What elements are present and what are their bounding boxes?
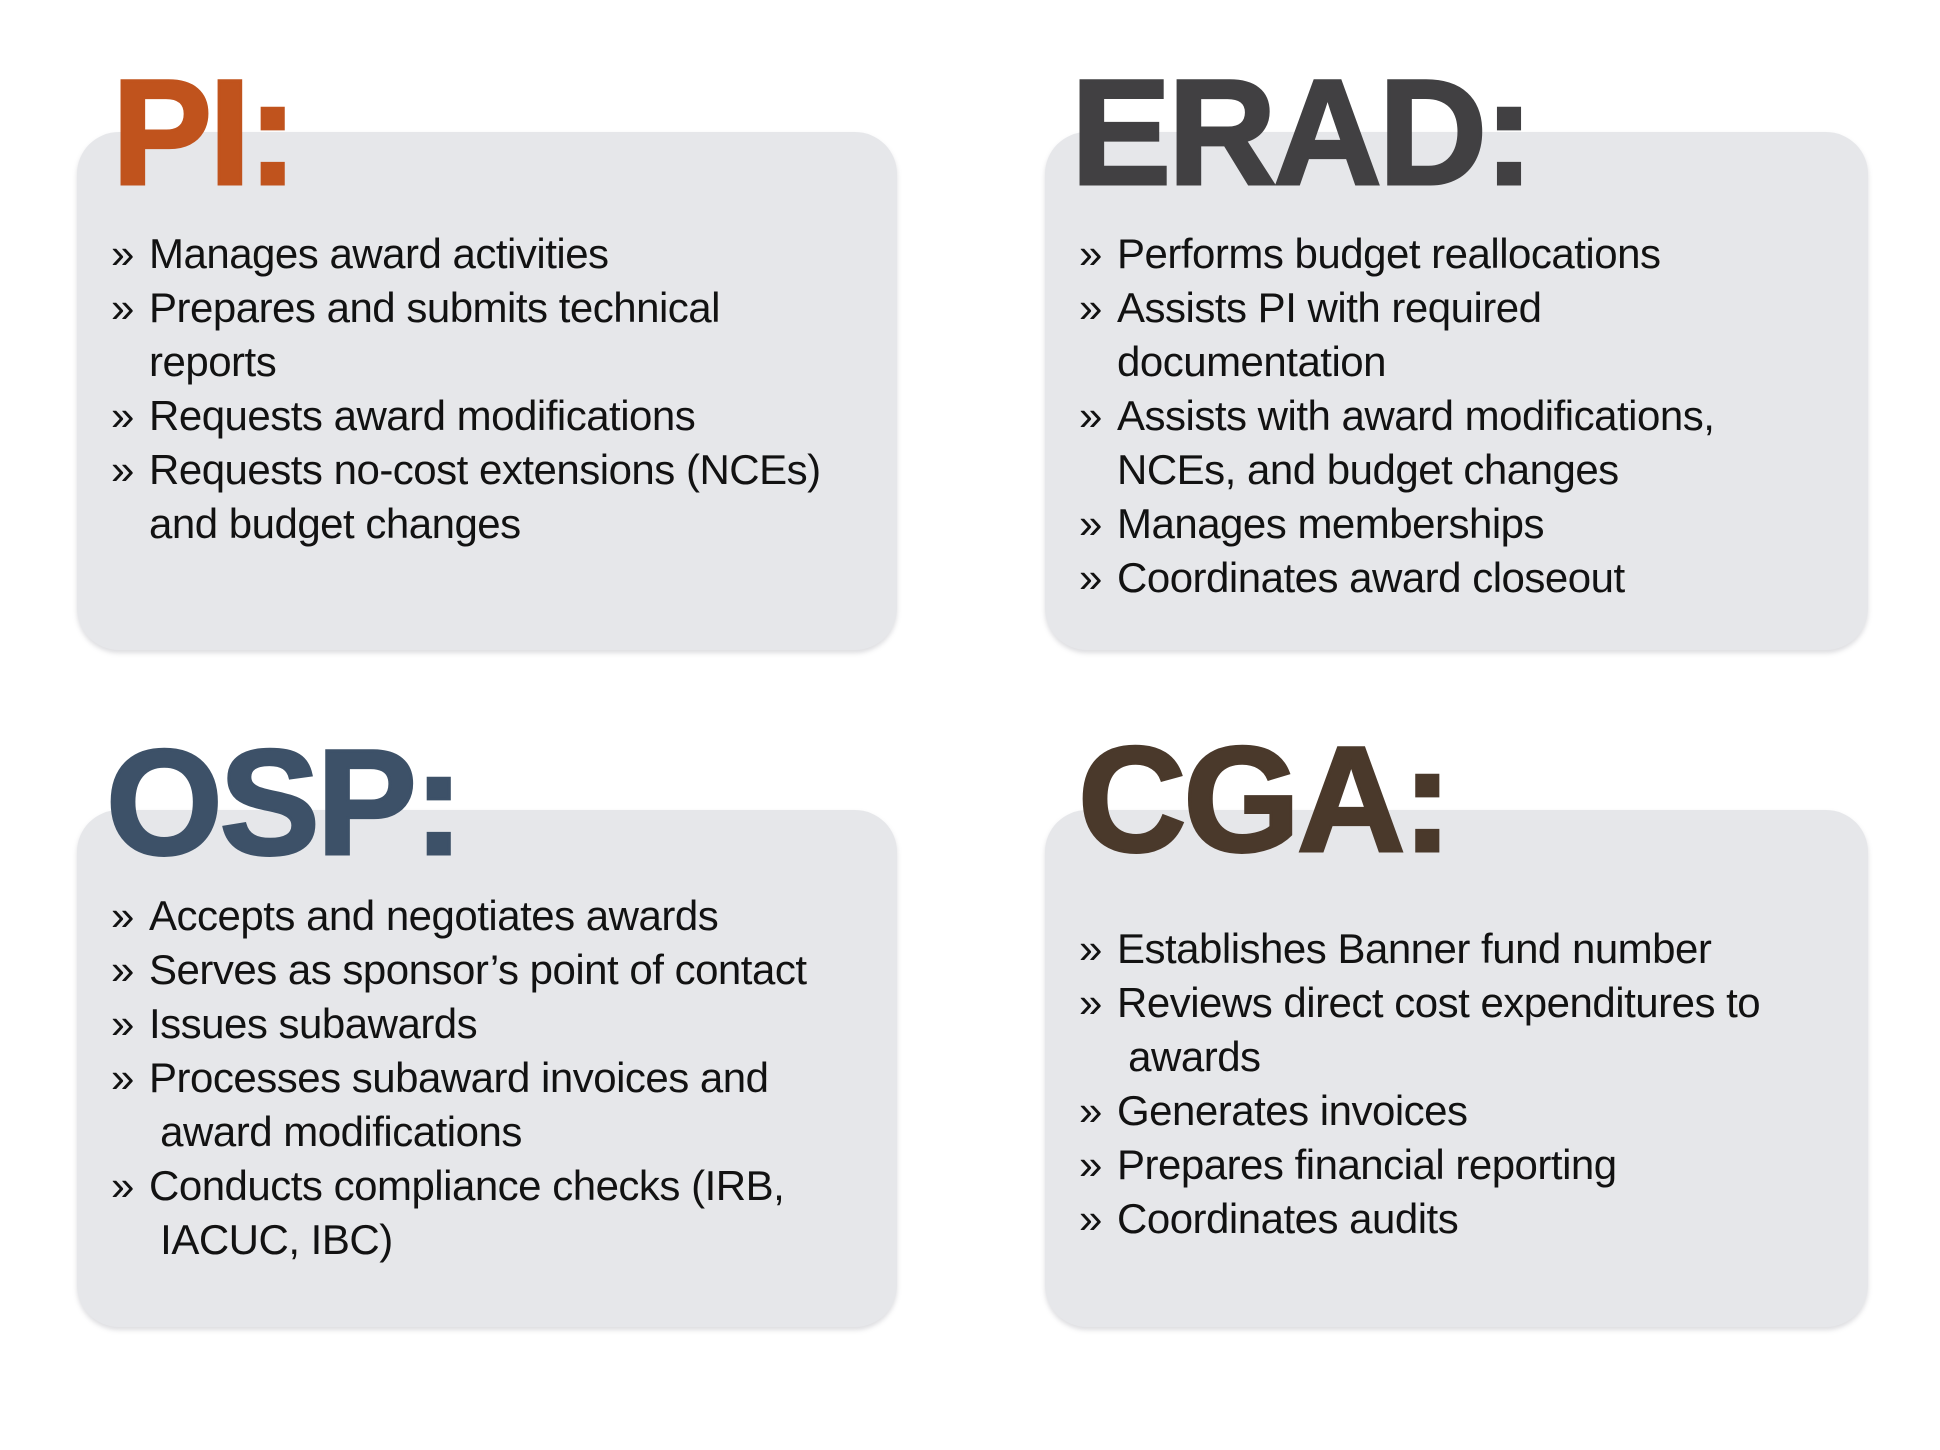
- list-item: » Reviews direct cost expenditures to awa…: [1079, 976, 1854, 1084]
- bullet-marker: »: [1079, 230, 1102, 277]
- list-item: » Generates invoices: [1079, 1084, 1854, 1138]
- bullet-marker: »: [1079, 284, 1102, 331]
- bullet-text: Prepares and submits technical reports: [149, 281, 883, 389]
- bullet-marker: »: [1079, 1141, 1102, 1188]
- bullet-text-line: Establishes Banner fund number: [1117, 925, 1712, 972]
- bullet-text-line: and budget changes: [149, 500, 521, 547]
- bullet-marker: »: [1079, 925, 1102, 972]
- bullet-text-line: Prepares financial reporting: [1117, 1141, 1617, 1188]
- bullet-text: Generates invoices: [1117, 1084, 1854, 1138]
- bullet-text: Processes subaward invoices and award mo…: [149, 1051, 883, 1159]
- bullet-text: Manages memberships: [1117, 497, 1854, 551]
- list-item: » Coordinates award closeout: [1079, 551, 1854, 605]
- bullet-text: Prepares financial reporting: [1117, 1138, 1854, 1192]
- bullet-marker: »: [111, 892, 134, 939]
- list-item: » Assists with award modifications, NCEs, …: [1079, 389, 1854, 497]
- erad-card-background: [1045, 132, 1868, 650]
- bullet-text-line: Serves as sponsor’s point of contact: [149, 946, 807, 993]
- osp-role-list: » Accepts and negotiates awards » Serves as…: [111, 889, 883, 1267]
- bullet-text-line: Manages memberships: [1117, 500, 1545, 547]
- bullet-text: Coordinates award closeout: [1117, 551, 1854, 605]
- bullet-text-line: Coordinates audits: [1117, 1195, 1459, 1242]
- bullet-text-line: reports: [149, 338, 277, 385]
- erad-title: ERAD:: [1070, 48, 1536, 216]
- bullet-marker: »: [1079, 979, 1102, 1026]
- bullet-marker: »: [111, 1000, 134, 1047]
- bullet-text-line: Manages award activities: [149, 230, 609, 277]
- bullet-text-line: Generates invoices: [1117, 1087, 1468, 1134]
- bullet-marker: »: [1079, 554, 1102, 601]
- bullet-marker: »: [1079, 500, 1102, 547]
- list-item: » Processes subaward invoices and award m…: [111, 1051, 883, 1159]
- bullet-marker: »: [111, 230, 134, 277]
- bullet-text-line: Assists PI with required: [1117, 284, 1542, 331]
- pi-role-list: » Manages award activities » Prepares and s…: [111, 227, 883, 551]
- bullet-text-line: Processes subaward invoices and: [149, 1054, 769, 1101]
- bullet-marker: »: [111, 1054, 134, 1101]
- list-item: » Serves as sponsor’s point of contact: [111, 943, 883, 997]
- bullet-text-line: Requests no-cost extensions (NCEs): [149, 446, 821, 493]
- bullet-marker: »: [111, 284, 134, 331]
- list-item: » Prepares and submits technical reports: [111, 281, 883, 389]
- bullet-marker: »: [1079, 1087, 1102, 1134]
- osp-card-background: [77, 810, 897, 1327]
- bullet-marker: »: [1079, 1195, 1102, 1242]
- list-item: » Assists PI with required documentation: [1079, 281, 1854, 389]
- list-item: » Issues subawards: [111, 997, 883, 1051]
- bullet-marker: »: [1079, 392, 1102, 439]
- list-item: » Requests award modifications: [111, 389, 883, 443]
- list-item: » Establishes Banner fund number: [1079, 922, 1854, 976]
- bullet-text-line: Prepares and submits technical: [149, 284, 720, 331]
- list-item: » Accepts and negotiates awards: [111, 889, 883, 943]
- bullet-text: Coordinates audits: [1117, 1192, 1854, 1246]
- bullet-text-line: Assists with award modifications,: [1117, 392, 1715, 439]
- list-item: » Coordinates audits: [1079, 1192, 1854, 1246]
- cga-title: CGA:: [1076, 715, 1453, 883]
- erad-role-list: » Performs budget reallocations » Assists P…: [1079, 227, 1854, 605]
- cga-role-list: » Establishes Banner fund number » Reviews …: [1079, 922, 1854, 1246]
- bullet-text-line: Reviews direct cost expenditures to: [1117, 979, 1761, 1026]
- bullet-text: Serves as sponsor’s point of contact: [149, 943, 883, 997]
- bullet-text-line: Issues subawards: [149, 1000, 478, 1047]
- bullet-text: Assists with award modifications, NCEs, a…: [1117, 389, 1854, 497]
- bullet-text-line: NCEs, and budget changes: [1117, 446, 1619, 493]
- pi-card-background: [77, 132, 897, 650]
- bullet-text: Performs budget reallocations: [1117, 227, 1854, 281]
- list-item: » Manages memberships: [1079, 497, 1854, 551]
- bullet-marker: »: [111, 946, 134, 993]
- bullet-text: Accepts and negotiates awards: [149, 889, 883, 943]
- bullet-text-line: Coordinates award closeout: [1117, 554, 1625, 601]
- bullet-text: Requests no-cost extensions (NCEs) and bu…: [149, 443, 883, 551]
- pi-title: PI:: [111, 48, 300, 216]
- bullet-text: Issues subawards: [149, 997, 883, 1051]
- bullet-text-line: Performs budget reallocations: [1117, 230, 1661, 277]
- bullet-text-line: documentation: [1117, 338, 1387, 385]
- bullet-text-line: Accepts and negotiates awards: [149, 892, 719, 939]
- bullet-text: Establishes Banner fund number: [1117, 922, 1854, 976]
- bullet-text: Assists PI with required documentation: [1117, 281, 1854, 389]
- bullet-text-line: Conducts compliance checks (IRB,: [149, 1162, 785, 1209]
- bullet-text: Reviews direct cost expenditures to awar…: [1117, 976, 1854, 1084]
- cga-card-background: [1045, 810, 1868, 1327]
- list-item: » Requests no-cost extensions (NCEs) and b…: [111, 443, 883, 551]
- bullet-text-line: Requests award modifications: [149, 392, 696, 439]
- bullet-text: Requests award modifications: [149, 389, 883, 443]
- bullet-text-line: award modifications: [149, 1108, 522, 1155]
- bullet-text: Conducts compliance checks (IRB, IACUC, …: [149, 1159, 883, 1267]
- list-item: » Prepares financial reporting: [1079, 1138, 1854, 1192]
- bullet-text: Manages award activities: [149, 227, 883, 281]
- bullet-marker: »: [111, 446, 134, 493]
- bullet-text-line: IACUC, IBC): [149, 1216, 393, 1263]
- bullet-text-line: awards: [1117, 1033, 1261, 1080]
- bullet-marker: »: [111, 1162, 134, 1209]
- list-item: » Performs budget reallocations: [1079, 227, 1854, 281]
- osp-title: OSP:: [105, 718, 466, 886]
- list-item: » Conducts compliance checks (IRB, IACUC,…: [111, 1159, 883, 1267]
- list-item: » Manages award activities: [111, 227, 883, 281]
- bullet-marker: »: [111, 392, 134, 439]
